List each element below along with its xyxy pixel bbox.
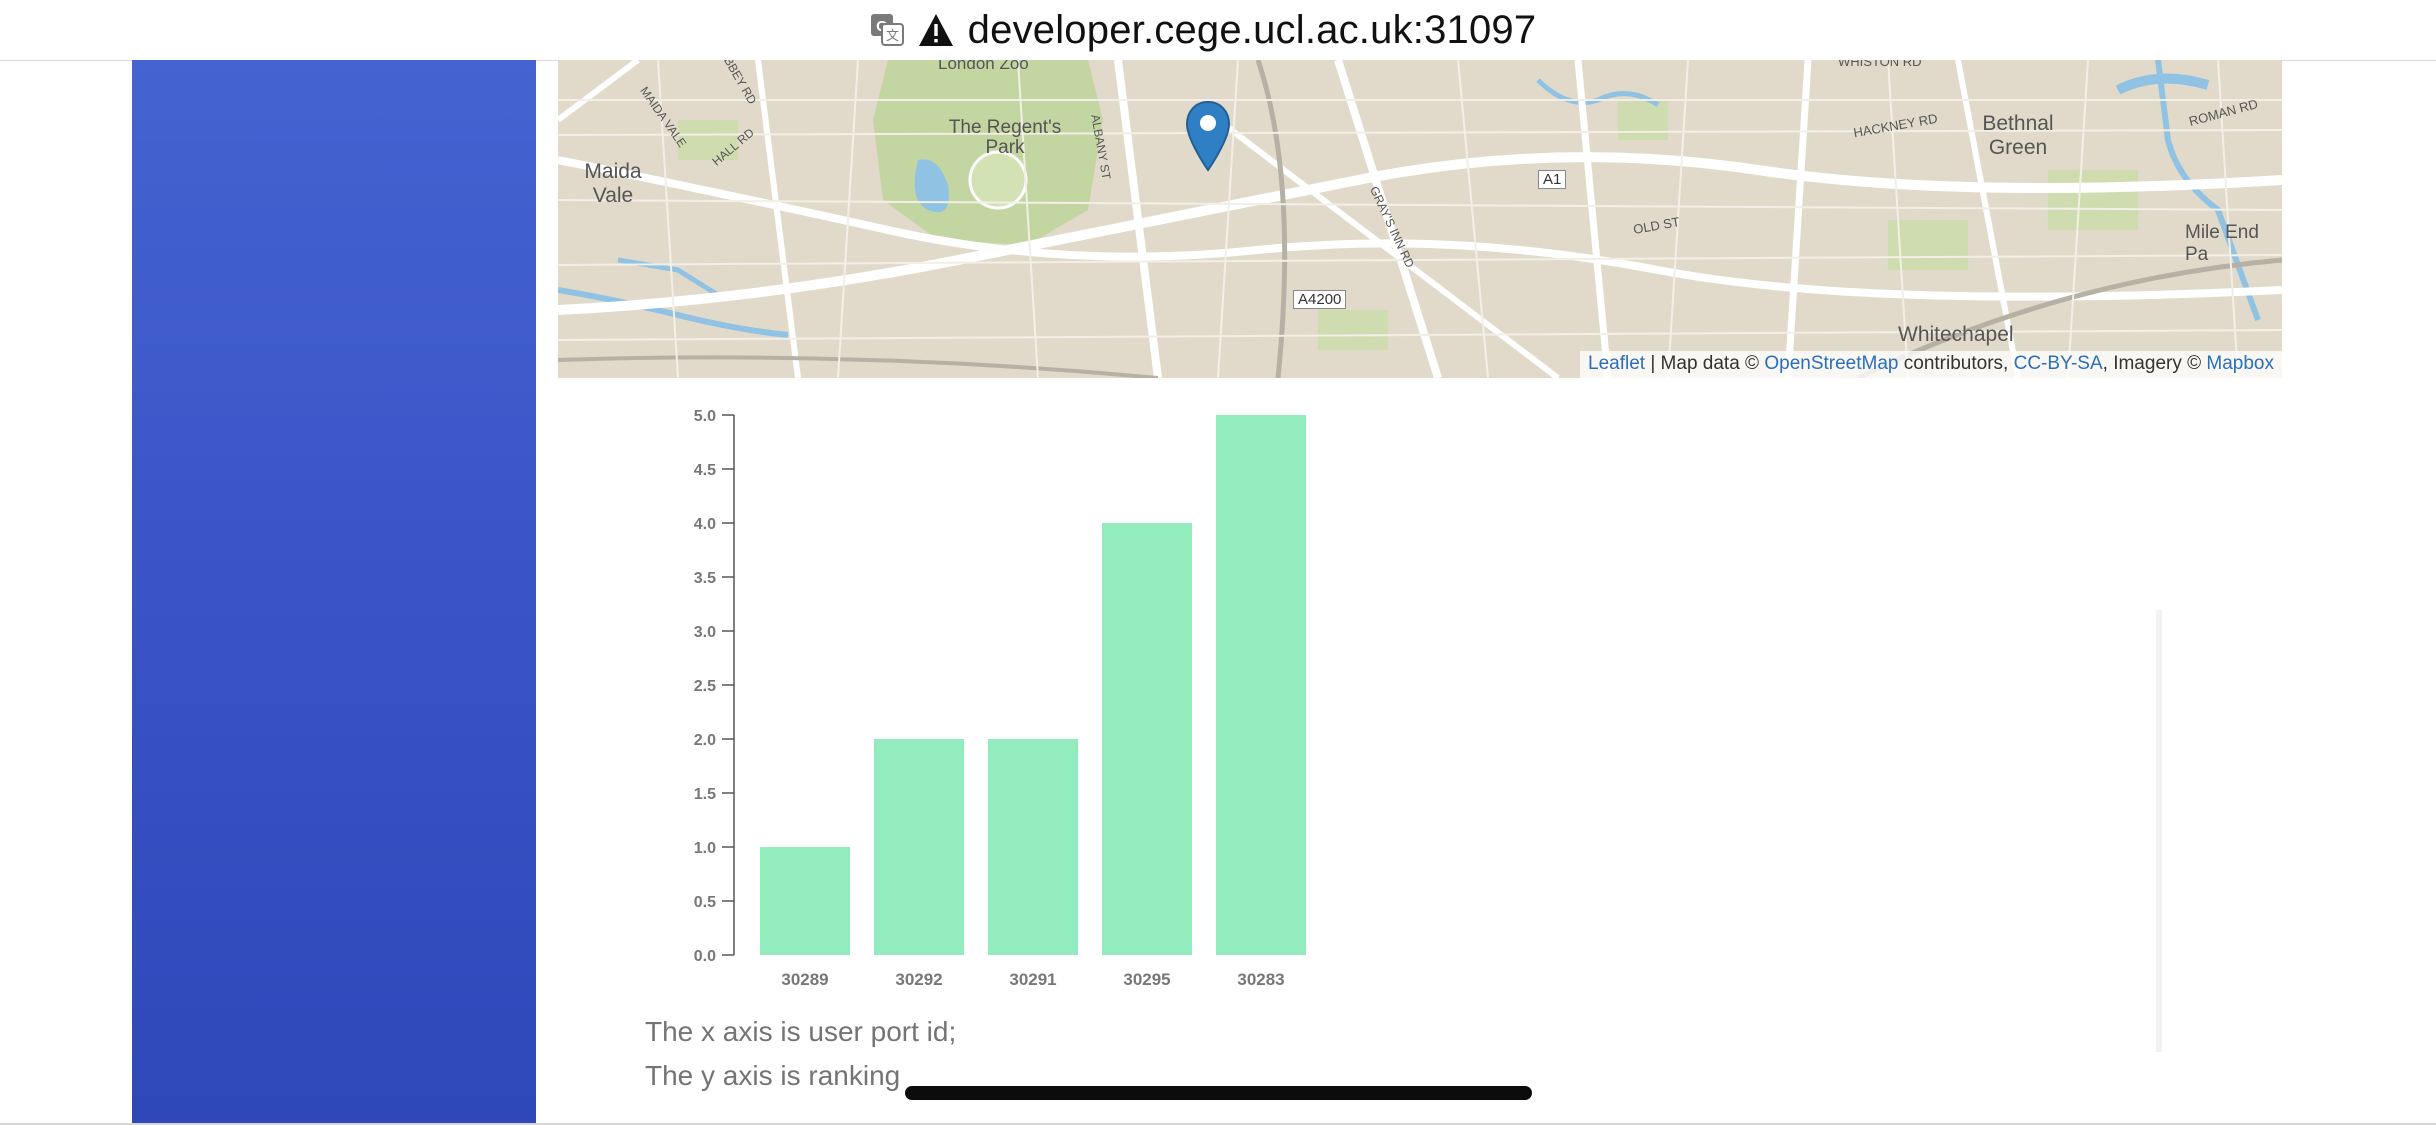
- home-indicator[interactable]: [905, 1086, 1532, 1100]
- cc-by-sa-link[interactable]: CC-BY-SA: [2013, 353, 2103, 374]
- map-label-bethnal-green: Bethnal Green: [1982, 112, 2054, 159]
- x-tick-label: 30292: [895, 970, 942, 989]
- map-label-a4200: A4200: [1293, 290, 1347, 309]
- x-tick-label: 30289: [781, 970, 828, 989]
- y-tick-label: 0.5: [694, 894, 716, 911]
- y-tick-label: 2.0: [694, 732, 716, 749]
- bar: [1102, 523, 1192, 955]
- map-label-regents-park: The Regent's Park: [948, 117, 1062, 158]
- map-label-whiston-rd: WHISTON RD: [1838, 60, 1922, 69]
- address-bar-content: G 文 developer.cege.ucl.ac.uk:31097: [870, 8, 1537, 53]
- bar: [988, 739, 1078, 955]
- y-tick-label: 0.0: [694, 948, 716, 965]
- page-bottom-edge: [0, 1123, 2436, 1125]
- y-axis-caption: The y axis is ranking: [645, 1060, 901, 1091]
- map-label-maida-vale: Maida Vale: [584, 160, 642, 207]
- map-tiles: [558, 60, 2282, 378]
- x-tick-label: 30295: [1123, 970, 1170, 989]
- scrollbar-track[interactable]: [2156, 610, 2162, 1052]
- bar-chart: 0.0 0.5 1.0 1.5 2.0 2.5 3.0 3.5 4.0 4.5 5.0 30289 30…: [694, 408, 1306, 989]
- x-tick-label: 30291: [1009, 970, 1056, 989]
- url-text[interactable]: developer.cege.ucl.ac.uk:31097: [967, 7, 1537, 52]
- sidebar-panel: [132, 60, 536, 1125]
- attribution-text: | Map data ©: [1645, 353, 1765, 374]
- warning-icon[interactable]: [918, 13, 954, 47]
- y-tick-label: 2.5: [694, 678, 716, 695]
- bar: [874, 739, 964, 955]
- y-tick-label: 4.5: [694, 462, 716, 479]
- attribution-text: , Imagery ©: [2102, 353, 2207, 374]
- attribution-text: contributors,: [1898, 353, 2014, 374]
- map-label-a1: A1: [1538, 170, 1567, 189]
- bar: [760, 847, 850, 955]
- y-tick-label: 3.0: [694, 624, 716, 641]
- svg-text:文: 文: [886, 29, 899, 44]
- leaflet-link[interactable]: Leaflet: [1588, 353, 1646, 374]
- map-attribution: Leaflet | Map data © OpenStreetMap contr…: [1580, 351, 2282, 378]
- map-label-london-zoo: London Zoo: [938, 60, 1029, 73]
- browser-address-bar[interactable]: G 文 developer.cege.ucl.ac.uk:31097: [0, 0, 2436, 61]
- mapbox-link[interactable]: Mapbox: [2206, 353, 2274, 374]
- translate-icon[interactable]: G 文: [870, 13, 904, 47]
- y-tick-label: 4.0: [694, 516, 716, 533]
- y-tick-label: 3.5: [694, 570, 716, 587]
- map-label-whitechapel: Whitechapel: [1898, 323, 2014, 346]
- x-axis-caption: The x axis is user port id;: [645, 1016, 957, 1047]
- bar: [1216, 415, 1306, 955]
- map-marker-icon[interactable]: [1185, 100, 1231, 172]
- openstreetmap-link[interactable]: OpenStreetMap: [1764, 353, 1899, 374]
- map-label-mile-end: Mile End Pa: [2185, 222, 2259, 265]
- y-tick-label: 1.5: [694, 786, 716, 803]
- y-tick-label: 5.0: [694, 408, 716, 425]
- y-tick-label: 1.0: [694, 840, 716, 857]
- map-view[interactable]: London Zoo The Regent's Park Maida Vale …: [558, 60, 2282, 378]
- x-tick-label: 30283: [1237, 970, 1284, 989]
